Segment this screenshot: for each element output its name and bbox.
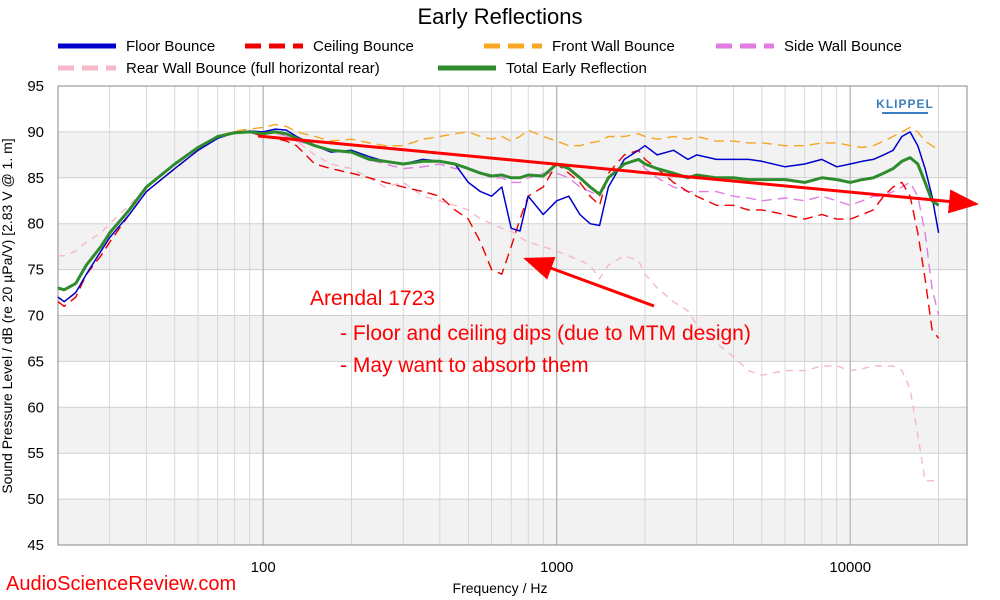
y-tick-label: 95 xyxy=(27,78,44,95)
y-tick-label: 45 xyxy=(27,537,44,554)
x-tick-label: 10000 xyxy=(829,559,871,576)
y-tick-labels: 45 50 55 60 65 70 75 80 85 90 95 xyxy=(27,78,44,554)
series-line-5 xyxy=(57,130,940,292)
dip-arrow xyxy=(523,257,655,308)
annotation-line-1: - Floor and ceiling dips (due to MTM des… xyxy=(340,322,751,345)
annotation-line-2: - May want to absorb them xyxy=(340,354,589,377)
series-lines xyxy=(57,123,940,482)
trend-arrow xyxy=(257,134,979,214)
legend-label: Total Early Reflection xyxy=(506,60,647,77)
y-axis-label: Sound Pressure Level / dB (re 20 µPa/V) … xyxy=(0,138,15,493)
plot-frame xyxy=(57,85,968,546)
legend-label: Ceiling Bounce xyxy=(313,38,414,55)
x-tick-labels: 100 1000 10000 xyxy=(251,559,871,576)
legend-label: Front Wall Bounce xyxy=(552,38,675,55)
x-tick-label: 100 xyxy=(251,559,276,576)
y-tick-label: 70 xyxy=(27,308,44,325)
klippel-logo: KLIPPEL xyxy=(876,97,934,114)
plot-band xyxy=(58,499,967,545)
y-tick-label: 75 xyxy=(27,262,44,279)
series-line-2 xyxy=(57,123,940,303)
logo-underline xyxy=(882,112,928,114)
logo-text: KLIPPEL xyxy=(876,97,934,111)
chart-title: Early Reflections xyxy=(417,4,582,29)
y-tick-label: 90 xyxy=(27,124,44,141)
legend-label: Rear Wall Bounce (full horizontal rear) xyxy=(126,60,380,77)
y-tick-label: 55 xyxy=(27,445,44,462)
series-line-4 xyxy=(58,131,939,482)
plot-band xyxy=(58,315,967,362)
y-tick-label: 60 xyxy=(27,399,44,416)
x-axis-label: Frequency / Hz xyxy=(453,580,548,596)
legend-label: Side Wall Bounce xyxy=(784,38,902,55)
plot-band xyxy=(58,223,967,270)
annotation-title: Arendal 1723 xyxy=(310,287,435,310)
y-tick-label: 65 xyxy=(27,353,44,370)
y-tick-label: 80 xyxy=(27,216,44,233)
y-tick-label: 85 xyxy=(27,170,44,187)
legend-label: Floor Bounce xyxy=(126,38,215,55)
series-line-1 xyxy=(57,131,940,339)
plot-band xyxy=(58,407,967,454)
watermark: AudioScienceReview.com xyxy=(6,573,236,595)
plot-band xyxy=(58,131,967,178)
y-tick-label: 50 xyxy=(27,491,44,508)
legend: Floor Bounce Ceiling Bounce Front Wall Bou… xyxy=(58,38,902,77)
x-tick-label: 1000 xyxy=(540,559,573,576)
